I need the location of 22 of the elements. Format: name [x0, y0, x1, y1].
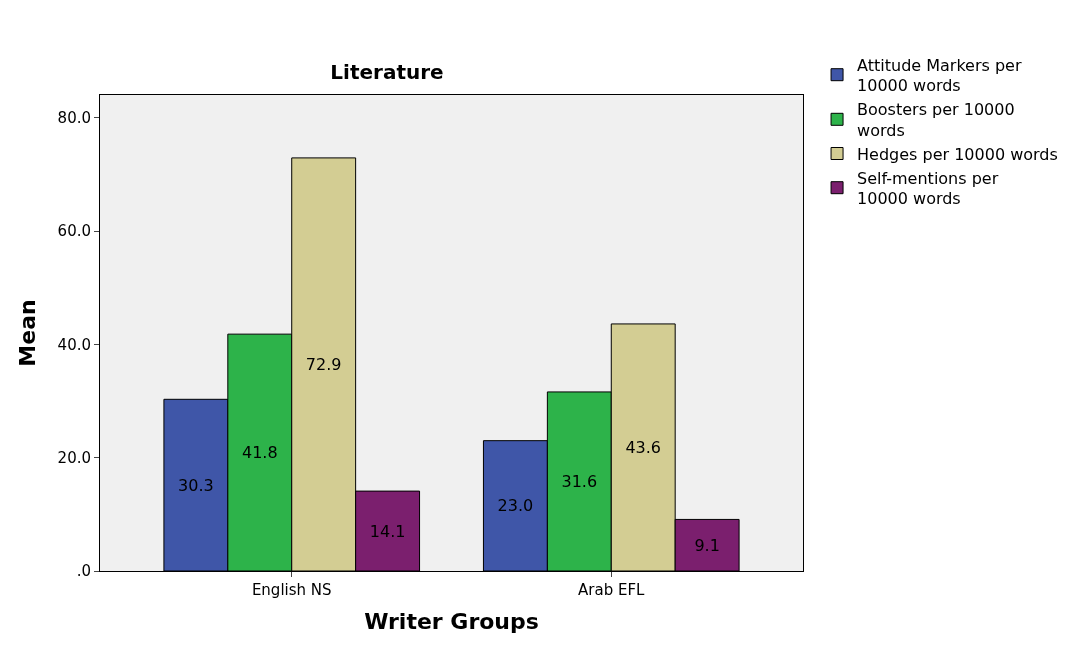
legend-label: Boosters per 10000 words [857, 100, 1015, 140]
data-label: 43.6 [625, 437, 662, 457]
data-label: 41.8 [241, 443, 278, 463]
legend-label: Hedges per 10000 words [857, 144, 1058, 164]
data-label: 72.9 [305, 354, 342, 374]
x-tick-label: English NS [251, 581, 332, 599]
chart-title: Literature [330, 60, 444, 85]
y-tick-label: 60.0 [57, 222, 91, 241]
y-tick-label: .0 [76, 562, 91, 581]
legend-label: Self-mentions per 10000 words [857, 168, 999, 209]
data-label: 23.0 [497, 496, 534, 516]
data-label: 30.3 [178, 475, 214, 495]
data-label: 14.1 [369, 521, 406, 541]
x-tick-label: Arab EFL [578, 581, 646, 599]
y-tick-label: 80.0 [57, 108, 91, 127]
x-axis-title: Writer Groups [364, 608, 539, 634]
data-label: 9.1 [694, 535, 720, 555]
data-label: 31.6 [561, 471, 598, 491]
y-tick-label: 40.0 [57, 335, 91, 354]
y-axis-title: Mean [15, 299, 41, 367]
legend-label: Attitude Markers per 10000 words [857, 55, 1022, 96]
y-tick-label: 20.0 [57, 448, 91, 467]
